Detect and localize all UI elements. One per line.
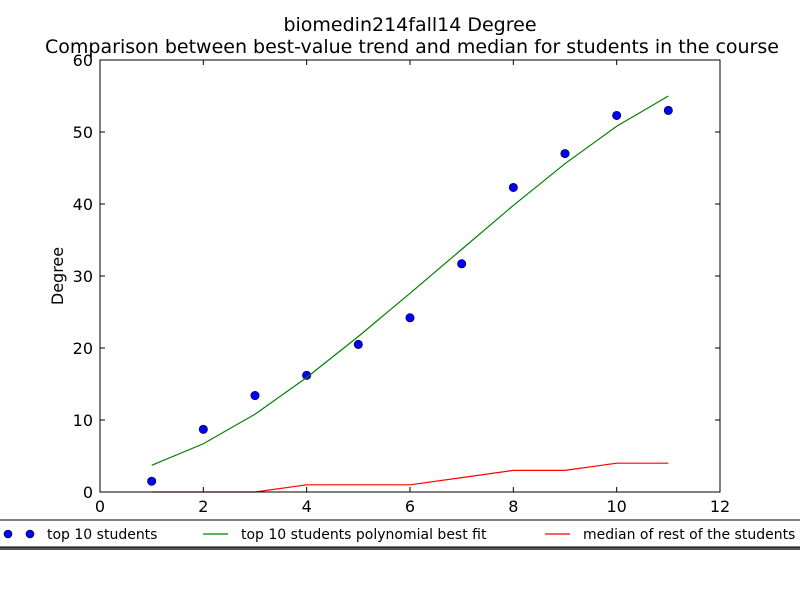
plot-area xyxy=(147,95,673,493)
data-point-0-7 xyxy=(508,182,518,192)
chart-subtitle: Comparison between best-value trend and … xyxy=(45,36,779,58)
data-point-0-10 xyxy=(663,105,673,115)
data-point-0-6 xyxy=(457,259,467,269)
data-point-0-9 xyxy=(612,110,622,120)
x-tick-label: 8 xyxy=(508,497,518,516)
y-tick-label: 20 xyxy=(73,339,93,358)
data-point-0-0 xyxy=(147,476,157,486)
legend: top 10 students top 10 students polynomia… xyxy=(0,519,800,550)
data-point-0-8 xyxy=(560,149,570,159)
legend-marker-0 xyxy=(3,529,13,539)
series-line-1 xyxy=(151,95,669,466)
axes: 0 2 4 6 8 10 12 0 10 20 30 40 50 60 xyxy=(73,51,731,516)
y-axis-label: Degree xyxy=(48,247,67,305)
x-tick-label: 4 xyxy=(302,497,312,516)
x-tick-label: 2 xyxy=(198,497,208,516)
legend-box xyxy=(0,519,800,548)
legend-marker-0 xyxy=(25,529,35,539)
chart-title: biomedin214fall14 Degree xyxy=(283,14,536,36)
data-point-0-4 xyxy=(353,339,363,349)
data-point-0-5 xyxy=(405,313,415,323)
data-point-0-3 xyxy=(302,370,312,380)
x-tick-label: 10 xyxy=(606,497,626,516)
x-tick-label: 0 xyxy=(95,497,105,516)
data-point-0-1 xyxy=(198,424,208,434)
y-tick-label: 30 xyxy=(73,267,93,286)
y-tick-label: 0 xyxy=(83,483,93,502)
y-tick-label: 60 xyxy=(73,51,93,70)
legend-label-1: top 10 students polynomial best fit xyxy=(241,527,487,543)
legend-label-0: top 10 students xyxy=(47,527,157,543)
y-tick-label: 10 xyxy=(73,411,93,430)
y-tick-label: 50 xyxy=(73,123,93,142)
x-tick-label: 6 xyxy=(405,497,415,516)
legend-label-2: median of rest of the students xyxy=(583,527,795,543)
plot-frame xyxy=(99,59,721,493)
data-point-0-2 xyxy=(250,391,260,401)
y-tick-label: 40 xyxy=(73,195,93,214)
x-tick-label: 12 xyxy=(710,497,730,516)
